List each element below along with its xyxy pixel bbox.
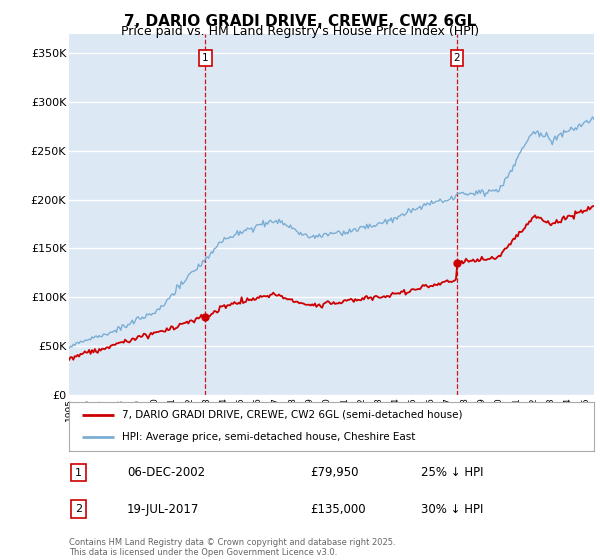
Text: £79,950: £79,950 xyxy=(311,466,359,479)
Text: Contains HM Land Registry data © Crown copyright and database right 2025.
This d: Contains HM Land Registry data © Crown c… xyxy=(69,538,395,557)
Text: 25% ↓ HPI: 25% ↓ HPI xyxy=(421,466,483,479)
Text: 30% ↓ HPI: 30% ↓ HPI xyxy=(421,502,483,516)
Text: HPI: Average price, semi-detached house, Cheshire East: HPI: Average price, semi-detached house,… xyxy=(121,432,415,442)
Text: 1: 1 xyxy=(75,468,82,478)
Text: £135,000: £135,000 xyxy=(311,502,366,516)
Text: 06-DEC-2002: 06-DEC-2002 xyxy=(127,466,205,479)
Text: 7, DARIO GRADI DRIVE, CREWE, CW2 6GL (semi-detached house): 7, DARIO GRADI DRIVE, CREWE, CW2 6GL (se… xyxy=(121,410,462,420)
Text: Price paid vs. HM Land Registry's House Price Index (HPI): Price paid vs. HM Land Registry's House … xyxy=(121,25,479,38)
Text: 2: 2 xyxy=(75,504,82,514)
Text: 7, DARIO GRADI DRIVE, CREWE, CW2 6GL: 7, DARIO GRADI DRIVE, CREWE, CW2 6GL xyxy=(124,14,476,29)
Text: 19-JUL-2017: 19-JUL-2017 xyxy=(127,502,199,516)
Text: 1: 1 xyxy=(202,53,209,63)
Text: 2: 2 xyxy=(454,53,460,63)
